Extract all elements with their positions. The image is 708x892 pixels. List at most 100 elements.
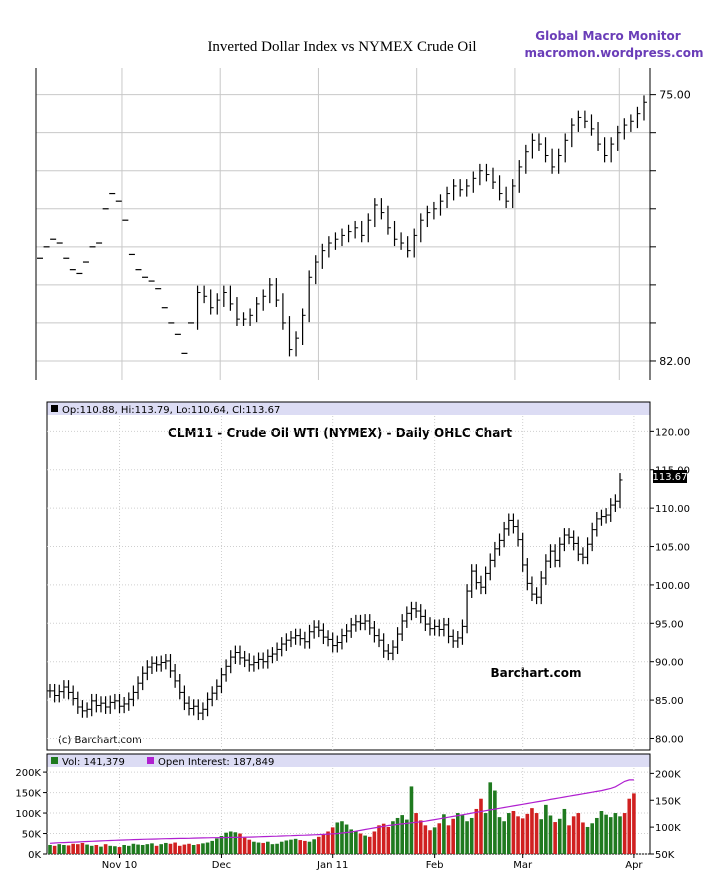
volume-bar xyxy=(446,825,451,854)
volume-bar xyxy=(247,839,252,854)
volume-bar xyxy=(530,808,534,854)
volume-bar xyxy=(632,793,636,854)
open-interest-polyline xyxy=(49,779,634,844)
volume-bar xyxy=(76,844,80,854)
volume-bar xyxy=(381,823,386,854)
volume-bar xyxy=(456,813,460,854)
volume-bar xyxy=(215,838,219,854)
main-y-tick-label: 95.00 xyxy=(655,619,684,630)
volume-bar xyxy=(298,840,303,854)
vol-left-tick-label: 200K xyxy=(15,768,41,779)
volume-bar xyxy=(275,843,279,854)
volume-bar xyxy=(196,844,201,854)
volume-bar xyxy=(451,818,455,854)
volume-bar xyxy=(57,844,62,854)
volume-bar xyxy=(409,786,414,854)
volume-bar xyxy=(395,817,400,854)
volume-bar xyxy=(316,836,321,854)
oi-legend-swatch xyxy=(147,757,154,764)
volume-bar xyxy=(460,815,465,854)
last-value-box xyxy=(653,470,687,483)
volume-bar xyxy=(261,842,265,854)
top-price-bars xyxy=(37,95,647,357)
volume-bar xyxy=(219,835,224,854)
volume-bar xyxy=(117,847,122,854)
volume-bar xyxy=(94,844,99,854)
volume-bar xyxy=(553,822,557,854)
volume-bar xyxy=(108,845,113,854)
volume-bar xyxy=(372,831,377,854)
volume-bars xyxy=(48,782,636,854)
volume-bar xyxy=(122,844,126,854)
volume-bar xyxy=(525,813,530,854)
top-y-axis: 75.00 82.00 xyxy=(650,89,691,368)
volume-bar xyxy=(159,844,164,854)
volume-bar xyxy=(80,842,85,854)
volume-plot-frame xyxy=(46,753,651,855)
volume-bar xyxy=(140,844,145,854)
volume-bar xyxy=(66,845,71,854)
x-tick-label: Mar xyxy=(513,860,533,871)
volume-bar xyxy=(168,843,173,854)
volume-legend-bar xyxy=(47,754,650,767)
volume-bar xyxy=(386,826,391,854)
volume-bar xyxy=(571,816,576,854)
volume-bar xyxy=(354,831,358,854)
volume-bar xyxy=(103,844,108,854)
volume-bar xyxy=(201,843,205,854)
main-y-tick-label: 110.00 xyxy=(655,504,690,515)
x-tick-label: Apr xyxy=(625,860,643,871)
volume-bar xyxy=(62,844,66,854)
volume-bar xyxy=(581,822,585,854)
volume-bar xyxy=(367,836,372,854)
main-legend-text: Op:110.88, Hi:113.79, Lo:110.64, Cl:113.… xyxy=(62,405,280,416)
volume-bar xyxy=(307,841,312,854)
main-y-tick-label: 90.00 xyxy=(655,658,684,669)
volume-bar xyxy=(340,821,344,854)
volume-legend-vol: Vol: 141,379 xyxy=(62,757,125,768)
volume-bar xyxy=(173,842,177,854)
volume-bar xyxy=(145,844,150,854)
volume-bar xyxy=(48,844,52,854)
volume-bar xyxy=(418,820,423,854)
volume-bar xyxy=(187,843,191,854)
volume-bar xyxy=(539,819,544,854)
volume-bar xyxy=(414,813,418,854)
main-watermark: Barchart.com xyxy=(491,666,582,680)
volume-bar xyxy=(405,819,409,854)
top-y-tick-label: 75.00 xyxy=(659,89,691,102)
volume-bar xyxy=(85,844,89,854)
vol-left-tick-label: 50K xyxy=(22,830,42,841)
volume-bar xyxy=(52,845,57,854)
volume-bar xyxy=(150,843,154,854)
vol-left-tick-label: 100K xyxy=(15,809,41,820)
main-legend-swatch xyxy=(51,405,58,412)
vol-right-tick-label: 50K xyxy=(655,850,675,861)
last-value-label: 113.67 xyxy=(653,472,688,483)
main-grid xyxy=(47,416,650,750)
volume-bar xyxy=(321,834,326,854)
volume-bar xyxy=(303,840,307,854)
volume-bar xyxy=(613,813,618,854)
x-axis: Nov 10 Dec Jan 11 Feb Mar Apr xyxy=(102,854,643,871)
volume-bar xyxy=(474,808,479,854)
volume-bar xyxy=(483,813,488,854)
volume-bar xyxy=(182,844,187,854)
volume-bar xyxy=(544,804,548,854)
volume-bar xyxy=(604,814,608,854)
volume-bar xyxy=(256,842,261,854)
volume-bar xyxy=(469,817,474,854)
volume-bar xyxy=(599,811,604,854)
volume-bar xyxy=(585,826,590,854)
main-copyright: (c) Barchart.com xyxy=(58,735,142,746)
volume-bar xyxy=(131,843,136,854)
volume-legend-oi: Open Interest: 187,849 xyxy=(158,757,274,768)
top-chart-title: Inverted Dollar Index vs NYMEX Crude Oil xyxy=(207,39,476,55)
open-interest-line xyxy=(49,779,634,844)
volume-bar xyxy=(562,808,567,854)
volume-bar xyxy=(432,827,437,854)
volume-bar xyxy=(279,841,284,854)
x-tick-label: Jan 11 xyxy=(316,860,348,871)
volume-bar xyxy=(391,821,395,854)
